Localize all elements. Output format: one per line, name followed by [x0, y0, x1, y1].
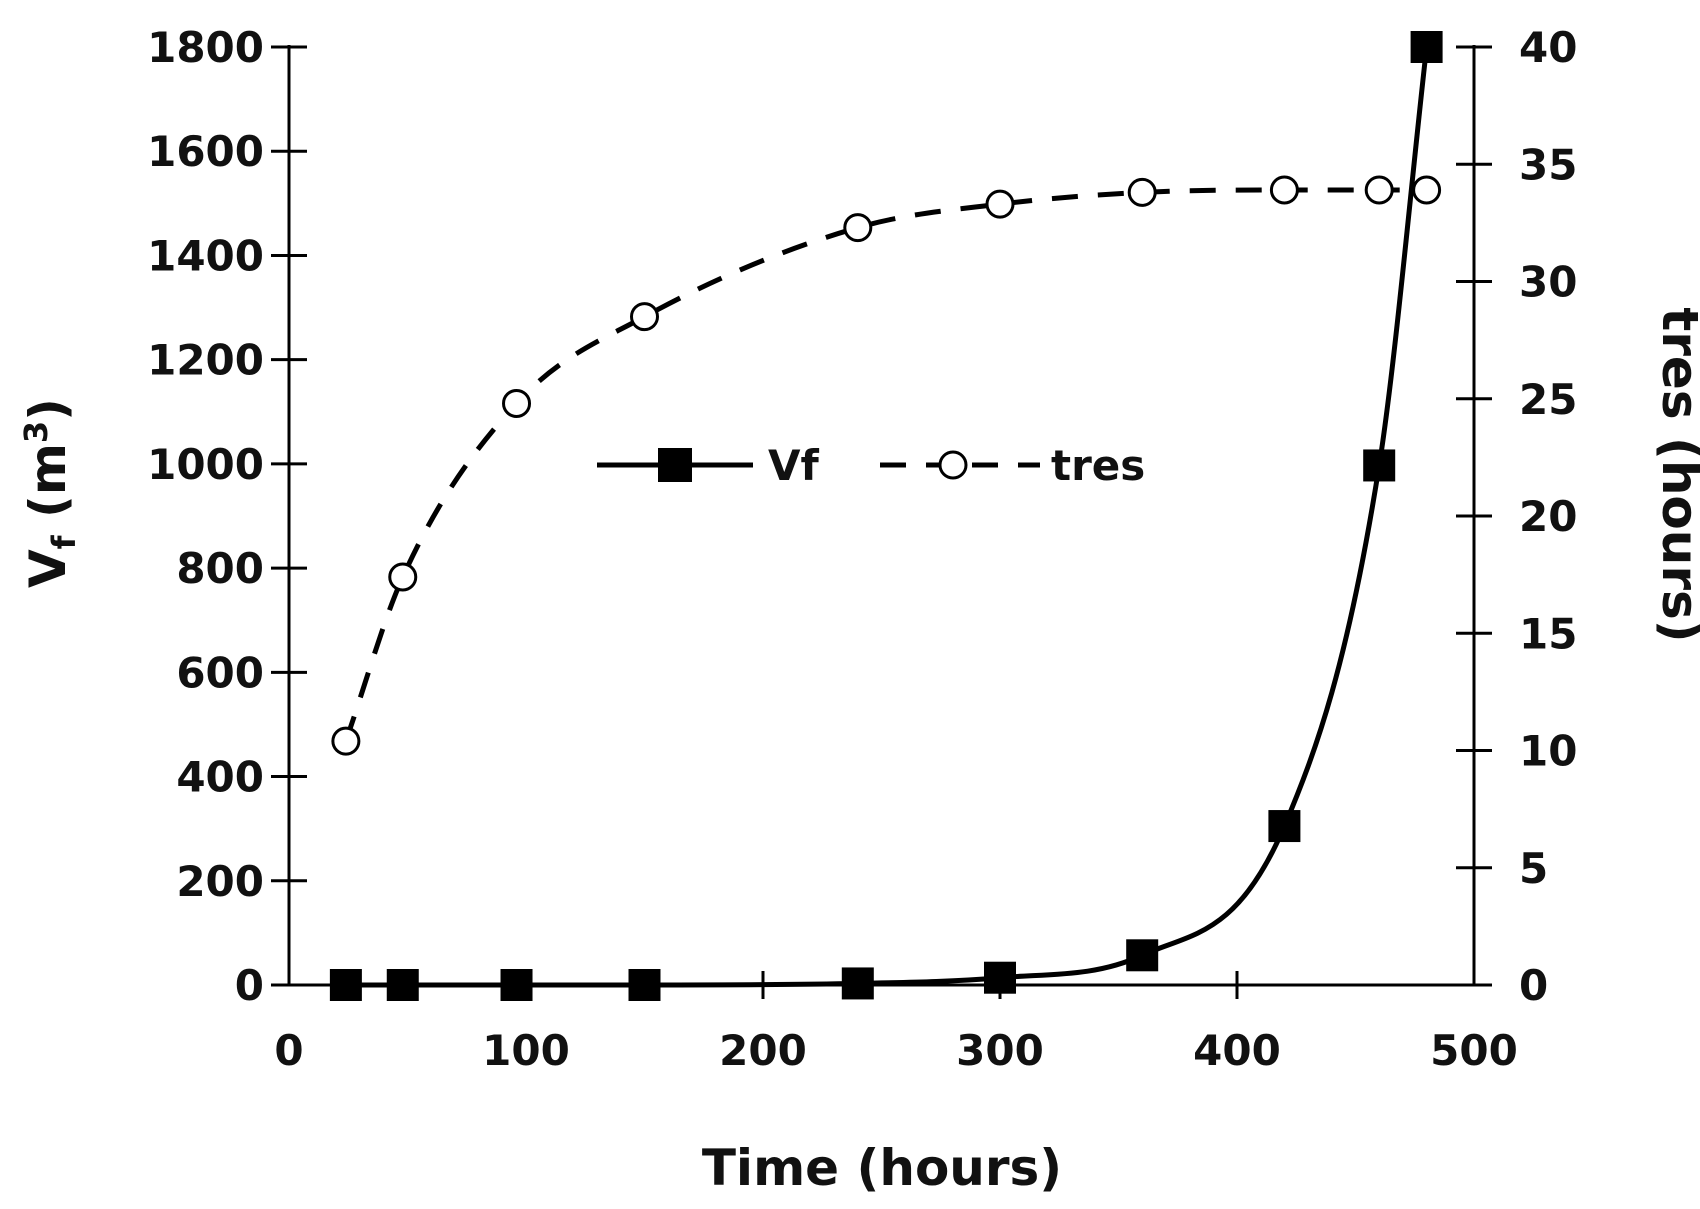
y-axis-title-sub: f: [45, 534, 83, 549]
y2-tick-label: 5: [1519, 844, 1548, 893]
y2-tick-label: 0: [1519, 961, 1548, 1010]
y2-tick-label: 10: [1519, 727, 1577, 776]
y-tick-label: 200: [176, 857, 264, 906]
vf-point: [500, 969, 533, 1001]
vf-point: [1126, 939, 1159, 972]
y2-tick-label: 25: [1519, 375, 1577, 424]
y2-tick-label: 30: [1519, 258, 1577, 307]
legend-vf-label: Vf: [768, 441, 820, 490]
axes: [271, 45, 1492, 999]
series-layer: [329, 31, 1443, 1001]
y-tick-label: 1400: [147, 231, 264, 280]
y-axis-title-sup: 3: [17, 421, 55, 443]
y2-tick-label: 20: [1519, 492, 1577, 541]
vf-point: [628, 969, 661, 1001]
x-axis-title: Time (hours): [702, 1139, 1062, 1197]
vf-point: [386, 969, 419, 1001]
x-tick-label: 200: [719, 1026, 807, 1075]
vf-line: [345, 46, 1430, 988]
y-axis-title: Vf (m3): [17, 398, 83, 588]
tick-labels: 0 100 200 300 400 500020040060080010001200140…: [147, 23, 1577, 1075]
x-tick-label: 0: [274, 1026, 303, 1075]
vf-point: [329, 969, 362, 1001]
vf-point: [841, 967, 874, 1000]
vf-point: [1363, 449, 1396, 482]
legend-tres-marker: [938, 450, 968, 480]
y2-tick-label: 40: [1519, 23, 1577, 72]
tres-point: [1412, 175, 1442, 205]
y-tick-label: 1600: [147, 127, 264, 176]
y-tick-label: 1800: [147, 23, 264, 72]
legend: Vf tres: [597, 441, 1145, 490]
y-tick-label: 0: [235, 961, 264, 1010]
tres-point: [1127, 177, 1157, 207]
legend-vf-marker: [658, 448, 692, 482]
vf-point: [1268, 810, 1301, 843]
y-tick-label: 1200: [147, 336, 264, 385]
y-tick-label: 800: [176, 544, 264, 593]
legend-tres-label: tres: [1051, 441, 1145, 490]
y2-tick-label: 35: [1519, 140, 1577, 189]
tres-point: [630, 302, 659, 332]
y-axis-title-unit: (m: [19, 443, 77, 535]
y-axis-title-main: V: [19, 549, 77, 588]
tres-point: [388, 562, 418, 592]
x-tick-label: 300: [956, 1026, 1044, 1075]
y-tick-label: 1000: [147, 440, 264, 489]
y-tick-label: 600: [176, 648, 264, 697]
tres-point: [985, 189, 1015, 219]
x-tick-label: 100: [482, 1026, 570, 1075]
vf-point: [1410, 31, 1443, 63]
y2-axis-title: tres (hours): [1651, 307, 1700, 642]
tres-point: [843, 213, 873, 243]
x-tick-label: 500: [1430, 1026, 1518, 1075]
x-tick-label: 400: [1193, 1026, 1281, 1075]
y2-tick-label: 15: [1519, 609, 1577, 658]
tres-point: [502, 388, 532, 418]
tres-point: [1269, 175, 1299, 205]
y-tick-label: 400: [176, 753, 264, 802]
vf-point: [984, 961, 1016, 994]
tres-point: [331, 726, 361, 756]
tres-point: [1364, 175, 1394, 205]
y-axis-title-close: ): [19, 398, 77, 421]
